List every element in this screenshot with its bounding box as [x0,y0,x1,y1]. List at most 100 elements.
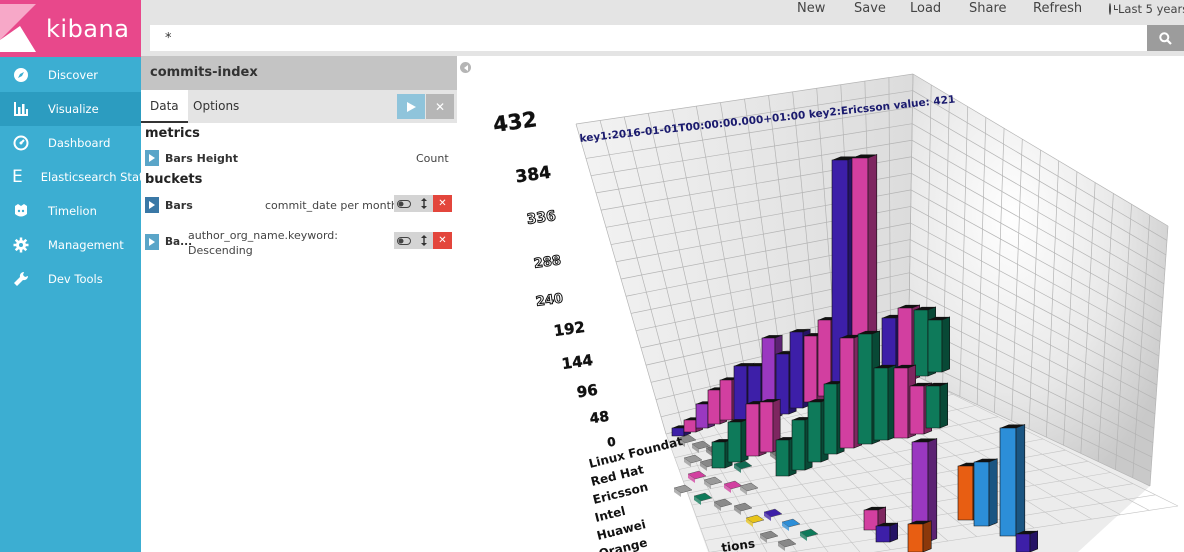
elasticsearch-icon: E [12,167,23,187]
sidebar-item-elasticsearch-status[interactable]: E Elasticsearch Status [0,160,141,194]
bar [1029,530,1039,552]
bar [910,382,932,386]
bar [973,461,990,527]
sidebar-item-management[interactable]: Management [0,228,141,262]
floor-tile [782,522,789,531]
bar [852,154,877,158]
chart-back-wall-right [908,74,1168,486]
kibana-logo[interactable]: kibana [0,0,141,57]
discard-changes-button[interactable]: ✕ [426,94,454,119]
toggle-agg-button[interactable] [394,232,414,249]
metric-agg-row[interactable]: Bars Height Count [145,149,453,167]
expand-toggle[interactable] [145,234,159,250]
bar [728,419,749,422]
query-bar [141,22,1184,56]
toggle-agg-button[interactable] [394,195,414,212]
floor-tile [739,482,759,492]
gridline [908,355,1152,472]
tab-data[interactable]: Data [141,90,188,123]
bar [864,506,886,510]
collapse-sidebar-icon[interactable] [460,62,471,73]
bar [873,367,889,441]
bar [1015,533,1031,552]
floor-tile [678,438,685,447]
vis-editor-panel: commits-index Data Options ✕ metrics Bar… [141,56,457,552]
floor-tile [691,440,711,450]
floor-tile [687,470,707,480]
floor-tile [704,480,711,489]
refresh-button[interactable]: Refresh [1033,1,1083,16]
bucket-agg-name: Ba... [165,236,193,248]
bar [926,382,948,386]
search-input[interactable] [150,25,1147,51]
sidebar-item-dashboard[interactable]: Dashboard [0,126,141,160]
bar [840,334,862,338]
floor-tile [724,484,731,493]
tab-options[interactable]: Options [193,99,240,113]
bucket-agg-row[interactable]: Bars commit_date per month [145,196,453,214]
apply-changes-button[interactable] [397,94,425,119]
sidebar: kibana Discover Visualize Dashboard E El… [0,0,141,552]
wrench-icon [12,270,30,288]
time-picker[interactable]: Last 5 years [1109,2,1184,16]
gridline [910,206,1161,342]
sidebar-item-timelion[interactable]: Timelion [0,194,141,228]
floor-tile [800,532,807,541]
bar [939,382,949,429]
bar [999,427,1017,537]
gridline [912,106,1167,256]
reorder-agg-handle[interactable] [414,232,433,249]
expand-toggle[interactable] [145,150,159,166]
bar [925,385,941,429]
floor-tile [763,508,783,518]
remove-agg-button[interactable]: ✕ [433,195,452,212]
load-button[interactable]: Load [910,1,942,16]
play-icon [407,101,416,112]
gridline [910,239,1159,371]
bar [898,304,920,308]
bar [712,439,733,442]
gridline [912,90,1168,241]
sidebar-item-visualize[interactable]: Visualize [0,92,141,126]
bar [762,335,783,338]
floor-tile [778,542,785,551]
remove-agg-button[interactable]: ✕ [433,232,452,249]
floor-tile [745,514,765,524]
bar [988,458,998,527]
new-button[interactable]: New [797,1,826,16]
bar [695,403,709,429]
bar [823,383,838,455]
bar [957,465,974,521]
y-tick-label: 48 [589,409,611,428]
floor-tile [673,484,693,494]
save-button[interactable]: Save [854,1,886,16]
bucket-agg-controls: ✕ [394,232,452,249]
editor-tabs: Data Options ✕ [141,90,457,123]
sidebar-item-discover[interactable]: Discover [0,58,141,92]
floor-tile [734,464,741,473]
chevron-right-icon [149,201,155,209]
gridline [687,427,1021,494]
floor-tile [746,518,753,527]
bar [1016,530,1038,534]
index-pattern-title: commits-index [141,56,457,90]
floor-tile [770,452,777,461]
search-button[interactable] [1147,25,1184,51]
sidebar-item-dev-tools[interactable]: Dev Tools [0,262,141,296]
gridline [910,189,1162,328]
floor-tile [677,434,697,444]
bar [941,316,951,373]
expand-toggle[interactable] [145,197,159,213]
bar [727,421,742,463]
floor-tile [759,530,779,540]
floor-tile [700,462,707,471]
share-button[interactable]: Share [969,1,1007,16]
bar [908,520,932,524]
bar [734,363,755,366]
metrics-heading: metrics [145,126,200,141]
gridline [595,139,912,194]
reorder-agg-handle[interactable] [414,195,433,212]
bucket-agg-row[interactable]: Ba... author_org_name.keyword: Descendin… [145,229,453,257]
gridline [909,272,1157,400]
